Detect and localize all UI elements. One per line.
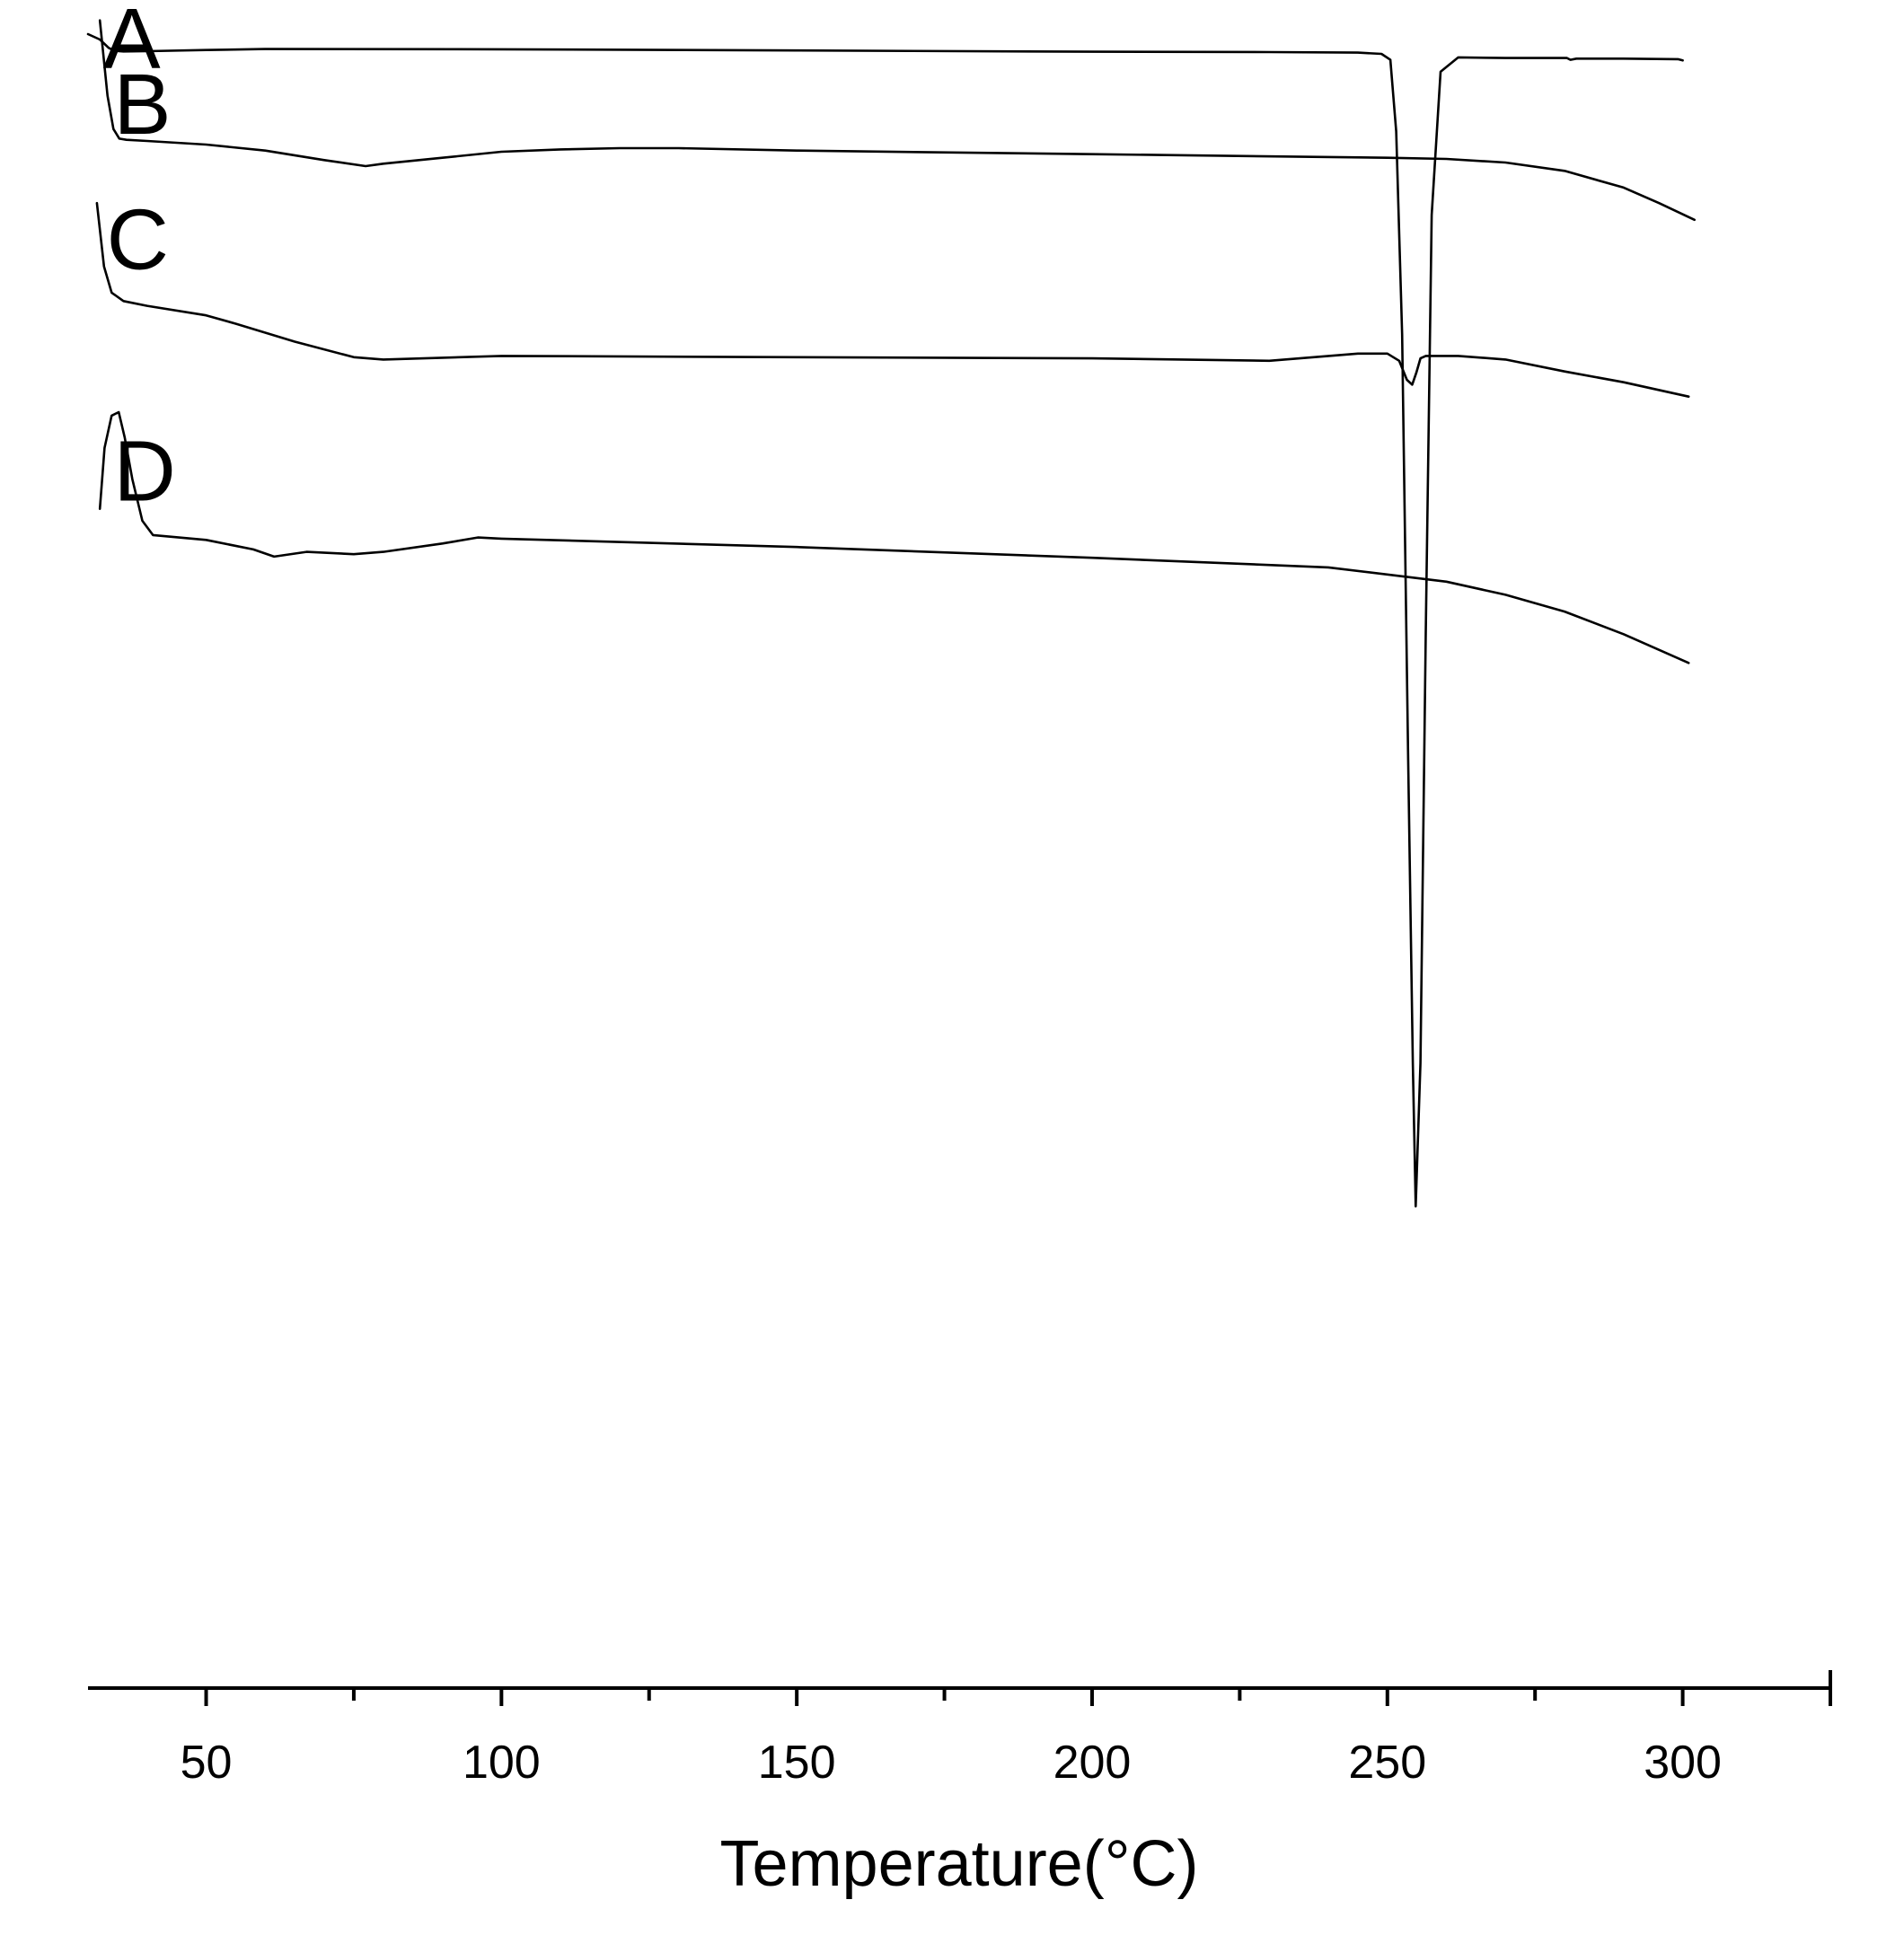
x-tick-label: 100 xyxy=(463,1737,541,1789)
curve-labels-layer: ABC D xyxy=(103,0,176,519)
curve-c xyxy=(95,201,1690,398)
curve-b xyxy=(98,19,1696,222)
x-axis: 50 100 150 200 250 300 xyxy=(88,1670,1832,1789)
x-tick-label: 150 xyxy=(758,1737,836,1789)
x-tick-label: 250 xyxy=(1348,1737,1426,1789)
curve-d xyxy=(98,410,1690,664)
x-tick-label: 50 xyxy=(181,1737,233,1789)
x-ticks: 50 100 150 200 250 300 xyxy=(181,1670,1832,1789)
curve-a xyxy=(86,32,1684,1208)
curve-label-a: A xyxy=(103,0,161,87)
curve-label-d: D xyxy=(113,423,175,519)
x-axis-title: Temperature(°C) xyxy=(720,1828,1199,1900)
curves-layer xyxy=(86,19,1696,1208)
curve-label-b: B xyxy=(113,57,171,153)
x-tick-label: 200 xyxy=(1053,1737,1132,1789)
curve-label-c: C xyxy=(107,191,169,287)
x-tick-label: 300 xyxy=(1644,1737,1722,1789)
